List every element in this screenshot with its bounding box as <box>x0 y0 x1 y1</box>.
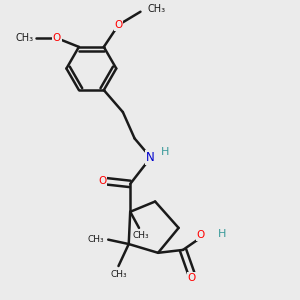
Text: CH₃: CH₃ <box>15 33 33 43</box>
Text: O: O <box>53 33 61 43</box>
Text: CH₃: CH₃ <box>110 270 127 279</box>
Text: CH₃: CH₃ <box>148 4 166 14</box>
Text: H: H <box>161 147 170 157</box>
Text: CH₃: CH₃ <box>132 231 149 240</box>
Text: O: O <box>196 230 205 240</box>
Text: O: O <box>114 20 123 30</box>
Text: H: H <box>218 229 226 239</box>
Text: O: O <box>98 176 106 186</box>
Text: N: N <box>146 151 155 164</box>
Text: CH₃: CH₃ <box>87 235 104 244</box>
Text: O: O <box>188 273 196 283</box>
